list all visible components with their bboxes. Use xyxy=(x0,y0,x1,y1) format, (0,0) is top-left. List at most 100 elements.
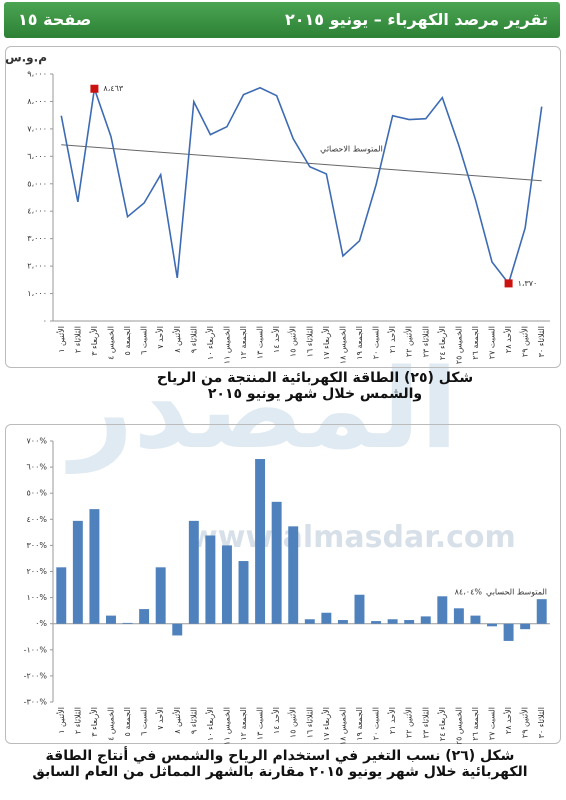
bar xyxy=(387,619,398,624)
y-tick-label: ٣،٠٠٠ xyxy=(27,234,47,243)
bar xyxy=(536,599,547,624)
y-tick-label: -١٠٠% xyxy=(24,645,48,654)
chart-frame xyxy=(5,46,561,368)
bar xyxy=(520,623,531,630)
average-value: ٨٤،٠٤% xyxy=(455,587,483,596)
x-tick-label: الأحد ٢١ xyxy=(387,326,397,353)
watermark-logo: المصدر xyxy=(70,345,459,473)
bar xyxy=(56,567,67,624)
y-tick-label: ٦٠٠% xyxy=(27,463,48,472)
x-tick-label: الثلاثاء ٣٠ xyxy=(537,707,546,738)
y-tick-label: ٥،٠٠٠ xyxy=(27,179,47,188)
x-tick-label: الثلاثاء ٩ xyxy=(189,326,198,353)
x-tick-label: الأربعاء ٣ xyxy=(89,326,99,356)
x-tick-label: الثلاثاء ٣٠ xyxy=(537,326,546,357)
value-label: ٨،٤٦٣ xyxy=(103,84,123,93)
bar xyxy=(106,615,116,624)
x-tick-label: الثلاثاء ٢٣ xyxy=(421,326,430,357)
bar xyxy=(354,594,365,624)
x-tick-label: السبت ٢٧ xyxy=(488,707,497,740)
y-tick-label: ٣٠٠% xyxy=(27,541,48,550)
x-tick-label: الثلاثاء ٢٣ xyxy=(421,707,430,738)
x-tick-label: الأثنين ٢٩ xyxy=(520,326,530,357)
bar xyxy=(238,561,249,624)
line-chart: ٠ ١،٠٠٠ ٢،٠٠٠ ٣،٠٠٠ ٤،٠٠٠ ٥،٠٠٠ ٦،٠٠٠ ٧،٠٠٠ ٨،٠٠… xyxy=(5,51,550,364)
page-number: صفحة ١٥ xyxy=(18,10,92,29)
x-tick-label: الجمعة ٥ xyxy=(123,326,132,355)
bar xyxy=(503,623,514,641)
x-tick-label: السبت ١٣ xyxy=(256,707,265,740)
bar xyxy=(487,623,497,627)
trend-line xyxy=(61,144,542,182)
x-tick-label: الأربعاء ١٧ xyxy=(321,707,331,741)
bar xyxy=(72,520,83,624)
y-tick-label: ٠ xyxy=(43,317,47,326)
y-tick-label: ٤،٠٠٠ xyxy=(27,207,47,216)
bar xyxy=(271,501,282,624)
x-tick-label: الأربعاء ٢٤ xyxy=(437,326,447,360)
bar xyxy=(188,520,199,624)
bar-chart: -٣٠٠% -٢٠٠% -١٠٠% ٠% ١٠٠% ٢٠٠% ٣٠٠% ٤٠٠% ٥٠٠% ٦٠٠… xyxy=(24,437,550,744)
x-tick-label: الثلاثاء ١٦ xyxy=(305,326,314,357)
chart-caption: شكل (٢٥) الطاقة الكهربائية المنتجة من ال… xyxy=(156,370,474,402)
x-tick-label: الأربعاء ٢٤ xyxy=(437,707,447,741)
x-tick-label: الثلاثاء ٢ xyxy=(73,707,82,734)
y-axis-label: م.و.س xyxy=(5,51,47,66)
x-tick-label: الأحد ١٤ xyxy=(271,326,281,353)
y-tick-label: ٧،٠٠٠ xyxy=(27,124,47,133)
x-tick-label: الجمعة ٥ xyxy=(123,707,132,736)
y-tick-label: ٦،٠٠٠ xyxy=(27,152,47,161)
y-tick-label: ٠% xyxy=(35,619,47,628)
x-tick-label: الخميس ١٨ xyxy=(338,326,347,364)
header: تقرير مرصد الكهرباء – يونيو ٢٠١٥ صفحة ١٥ xyxy=(4,2,560,38)
bar xyxy=(321,612,332,624)
x-tick-label: السبت ٢٠ xyxy=(372,326,381,359)
bar xyxy=(371,621,382,624)
y-tick-label: ٥٠٠% xyxy=(27,489,48,498)
bar xyxy=(470,615,481,624)
bar xyxy=(139,609,150,624)
average-label: المتوسط الحسابي xyxy=(486,587,547,596)
x-tick-label: الأثنين ٢٢ xyxy=(404,326,414,357)
x-tick-label: الأثنين ١ xyxy=(56,707,66,734)
y-tick-label: -٣٠٠% xyxy=(24,698,48,707)
x-tick-label: الثلاثاء ٩ xyxy=(189,707,198,734)
y-tick-label: ١،٠٠٠ xyxy=(27,289,47,298)
y-tick-label: ٤٠٠% xyxy=(27,515,48,524)
x-tick-label: الأثنين ٨ xyxy=(172,707,182,734)
x-tick-label: الأثنين ٢٢ xyxy=(404,707,414,738)
bar xyxy=(288,526,299,624)
x-tick-label: السبت ٢٧ xyxy=(488,326,497,359)
min-marker xyxy=(504,279,513,288)
x-tick-label: الأحد ٧ xyxy=(155,707,165,730)
x-tick-label: الأحد ١٤ xyxy=(271,707,281,734)
x-tick-label: الأربعاء ١٧ xyxy=(321,326,331,360)
y-tick-label: ٢٠٠% xyxy=(27,567,48,576)
y-tick-label: -٢٠٠% xyxy=(24,671,48,680)
x-tick-label: الخميس ٤ xyxy=(106,326,115,360)
y-tick-label: ٨،٠٠٠ xyxy=(27,97,47,106)
x-tick-label: الثلاثاء ١٦ xyxy=(305,707,314,738)
bar xyxy=(221,545,232,624)
trend-label: المتوسط الاحصائي xyxy=(320,144,383,153)
x-tick-label: الأثنين ٨ xyxy=(172,326,182,353)
x-tick-label: الأحد ٢٨ xyxy=(503,326,513,353)
bar xyxy=(453,608,464,624)
x-tick-label: الثلاثاء ٢ xyxy=(73,326,82,353)
x-tick-label: الجمعة ٢٦ xyxy=(471,326,480,360)
x-tick-label: الأربعاء ٣ xyxy=(89,707,99,737)
x-tick-label: الأحد ٢١ xyxy=(387,707,397,734)
x-tick-label: الجمعة ١٩ xyxy=(355,326,364,360)
bar xyxy=(155,567,166,624)
x-tick-label: الأربعاء ١٠ xyxy=(205,326,215,360)
x-tick-label: الجمعة ١٢ xyxy=(239,707,248,741)
chart-frame xyxy=(5,424,561,744)
x-tick-label: الجمعة ١٢ xyxy=(239,326,248,360)
x-tick-label: الخميس ٢٥ xyxy=(454,326,463,364)
x-tick-label: الخميس ١٨ xyxy=(338,707,347,744)
x-tick-label: الأحد ٧ xyxy=(155,326,165,349)
bar xyxy=(255,459,266,624)
x-tick-label: الخميس ٤ xyxy=(106,707,115,741)
x-tick-label: السبت ٢٠ xyxy=(372,707,381,740)
